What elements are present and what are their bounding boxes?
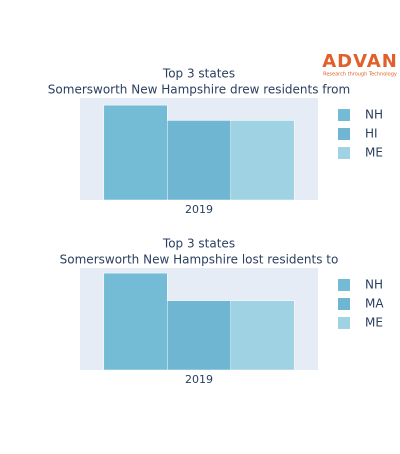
legend-label: HI — [365, 127, 378, 141]
legend-label: ME — [365, 146, 383, 160]
legend-swatch — [338, 109, 350, 121]
legend-swatch — [338, 298, 350, 310]
chart-title: Top 3 states — [162, 67, 235, 81]
bar — [103, 104, 168, 201]
bar — [103, 272, 168, 371]
legend-swatch — [338, 128, 350, 140]
bar — [167, 300, 231, 371]
x-tick-label: 2019 — [185, 373, 213, 386]
legend-label: MA — [365, 297, 384, 311]
chart-subtitle: Somersworth New Hampshire drew residents… — [48, 83, 350, 97]
legend-swatch — [338, 279, 350, 291]
bar — [230, 300, 295, 371]
logo-tagline: Research through Technology — [323, 72, 397, 78]
legend-swatch — [338, 317, 350, 329]
logo-name: ADVAN — [322, 51, 398, 72]
chart-title: Top 3 states — [162, 237, 235, 251]
legend-label: NH — [365, 278, 383, 292]
bar — [230, 120, 295, 201]
legend-swatch — [338, 147, 350, 159]
bar — [167, 120, 231, 201]
legend-label: ME — [365, 316, 383, 330]
chart-subtitle: Somersworth New Hampshire lost residents… — [60, 253, 339, 267]
x-tick-label: 2019 — [185, 203, 213, 216]
legend-label: NH — [365, 108, 383, 122]
